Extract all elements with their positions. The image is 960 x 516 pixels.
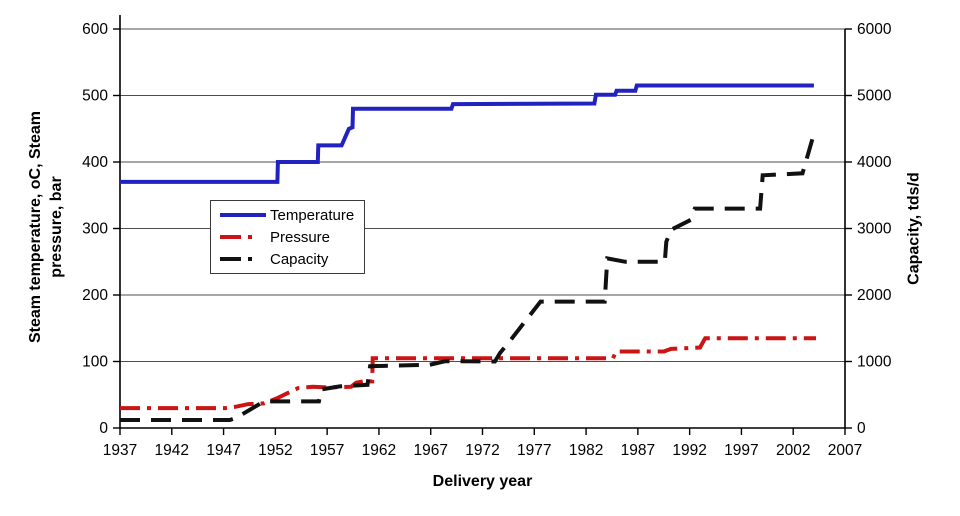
series-line-pressure <box>120 336 816 411</box>
x-tick-label-1962: 1962 <box>362 442 396 459</box>
legend-marker-pressure <box>220 235 266 239</box>
left-axis-title-line2: pressure, bar <box>48 176 65 278</box>
x-tick-label-1947: 1947 <box>206 442 240 459</box>
left-tick-label-0: 0 <box>99 420 108 437</box>
legend-item-temperature: Temperature <box>219 204 354 226</box>
legend-item-pressure: Pressure <box>219 226 354 248</box>
x-tick-label-1977: 1977 <box>517 442 551 459</box>
right-tick-label-1000: 1000 <box>857 354 892 371</box>
x-tick-label-1952: 1952 <box>258 442 292 459</box>
legend: Temperature Pressure Capacity <box>210 200 366 274</box>
x-axis-title: Delivery year <box>432 473 533 490</box>
left-tick-label-400: 400 <box>82 154 108 171</box>
series-line-capacity <box>120 131 817 422</box>
left-tick-label-600: 600 <box>82 21 108 38</box>
x-tick-label-1997: 1997 <box>724 442 758 459</box>
x-tick-label-1982: 1982 <box>569 442 603 459</box>
x-tick-label-2002: 2002 <box>776 442 810 459</box>
x-tick-label-1942: 1942 <box>155 442 189 459</box>
x-tick-label-1957: 1957 <box>310 442 344 459</box>
right-axis-title: Capacity, tds/d <box>905 172 923 285</box>
x-tick-label-1937: 1937 <box>103 442 137 459</box>
right-tick-label-0: 0 <box>857 420 866 437</box>
right-tick-label-4000: 4000 <box>857 154 892 171</box>
x-tick-label-1992: 1992 <box>672 442 706 459</box>
legend-label-temperature: Temperature <box>270 206 355 224</box>
left-axis-title-line1: Steam temperature, oC, Steam <box>27 110 44 344</box>
left-tick-label-100: 100 <box>82 354 108 371</box>
right-tick-label-5000: 5000 <box>857 88 892 105</box>
legend-marker-capacity <box>220 257 266 261</box>
x-tick-label-1987: 1987 <box>621 442 655 459</box>
left-tick-label-200: 200 <box>82 287 108 304</box>
left-axis-title: Steam temperature, oC, Steam pressure, b… <box>25 11 69 443</box>
right-tick-label-2000: 2000 <box>857 287 892 304</box>
x-tick-label-1972: 1972 <box>465 442 499 459</box>
right-tick-label-3000: 3000 <box>857 221 892 238</box>
legend-label-pressure: Pressure <box>270 228 331 246</box>
gridlines <box>120 28 845 362</box>
legend-marker-temperature <box>220 213 266 217</box>
right-tick-label-6000: 6000 <box>857 21 892 38</box>
legend-item-capacity: Capacity <box>219 248 354 270</box>
legend-label-capacity: Capacity <box>270 250 329 268</box>
tick-marks <box>113 28 852 435</box>
series-line-temperature <box>120 83 814 184</box>
tick-labels: 0100200300400500600010002000300040005000… <box>82 21 892 459</box>
x-tick-label-1967: 1967 <box>413 442 447 459</box>
x-tick-label-2007: 2007 <box>828 442 862 459</box>
left-tick-label-500: 500 <box>82 88 108 105</box>
left-tick-label-300: 300 <box>82 221 108 238</box>
